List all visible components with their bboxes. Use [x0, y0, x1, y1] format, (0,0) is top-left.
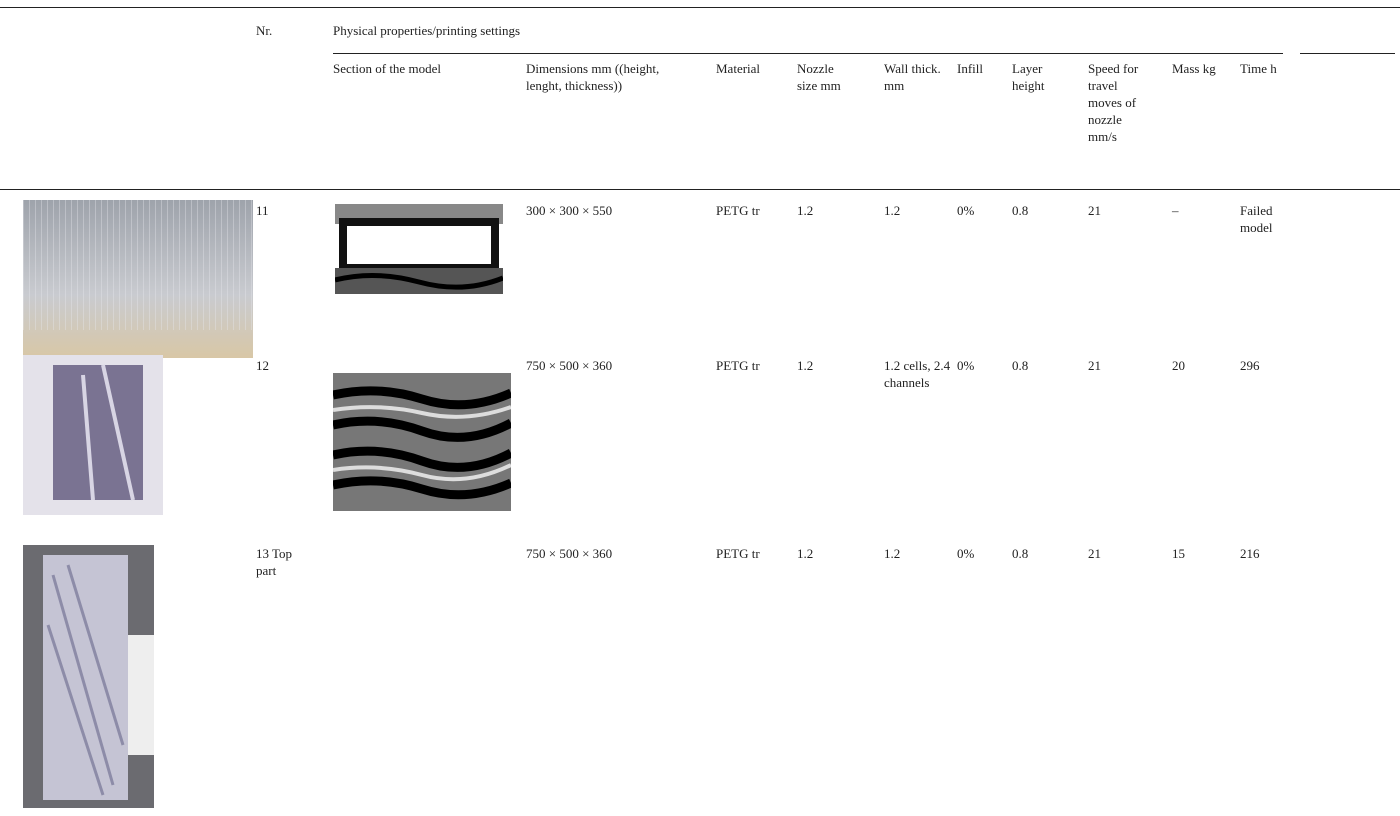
- group-rule: [333, 53, 1283, 54]
- column-header: Nozzle size mm: [797, 61, 841, 93]
- row-number: 11: [256, 203, 269, 218]
- column-header: Mass kg: [1172, 61, 1216, 76]
- table-cell: 1.2: [884, 546, 901, 561]
- row-number: 12: [256, 358, 269, 373]
- column-header: Speed for travel moves of nozzle mm/s: [1088, 61, 1139, 144]
- table-cell: –: [1172, 203, 1179, 218]
- column-header: Layer height: [1012, 61, 1045, 93]
- table-cell: 1.2: [797, 546, 814, 561]
- column-header: Dimensions mm ((height, lenght, thicknes…: [526, 61, 660, 93]
- photo: [23, 545, 154, 808]
- table-cell: 216: [1240, 546, 1260, 561]
- table-cell: 300 × 300 × 550: [526, 203, 613, 218]
- table-cell: 0%: [957, 546, 975, 561]
- table-cell: PETG tr: [716, 546, 760, 561]
- column-header: Wall thick. mm: [884, 61, 941, 93]
- table-cell: PETG tr: [716, 358, 760, 373]
- table-cell: PETG tr: [716, 203, 760, 218]
- column-header: Infill: [957, 61, 983, 76]
- table-cell: 0%: [957, 203, 975, 218]
- table-cell: 1.2: [797, 358, 814, 373]
- column-header: Material: [716, 61, 761, 76]
- section-image: [333, 373, 511, 511]
- column-header: Time h: [1240, 61, 1277, 76]
- header-rule: [0, 189, 1400, 190]
- table-cell: 20: [1172, 358, 1185, 373]
- table-cell: 21: [1088, 203, 1101, 218]
- nr-header: Nr.: [256, 23, 273, 38]
- table-cell: 1.2: [797, 203, 814, 218]
- photo: [23, 200, 253, 358]
- section-image: [335, 204, 503, 294]
- table-cell: 21: [1088, 358, 1101, 373]
- table-cell: 0.8: [1012, 358, 1029, 373]
- table-cell: 296: [1240, 358, 1260, 373]
- table-cell: 1.2 cells, 2.4 channels: [884, 358, 951, 390]
- top-rule: [0, 7, 1400, 8]
- column-header: Section of the model: [333, 61, 441, 76]
- table-cell: 0.8: [1012, 546, 1029, 561]
- table-cell: 750 × 500 × 360: [526, 546, 613, 561]
- photo: [23, 355, 163, 515]
- group-rule: [1300, 53, 1395, 54]
- table-cell: 750 × 500 × 360: [526, 358, 613, 373]
- table-cell: 21: [1088, 546, 1101, 561]
- group-header: Physical properties/printing settings: [333, 23, 521, 38]
- table-cell: 1.2: [884, 203, 901, 218]
- row-number: 13 Top part: [256, 546, 293, 578]
- table-cell: 0%: [957, 358, 975, 373]
- table-cell: 15: [1172, 546, 1185, 561]
- table-cell: Failed model: [1240, 203, 1273, 235]
- table-cell: 0.8: [1012, 203, 1029, 218]
